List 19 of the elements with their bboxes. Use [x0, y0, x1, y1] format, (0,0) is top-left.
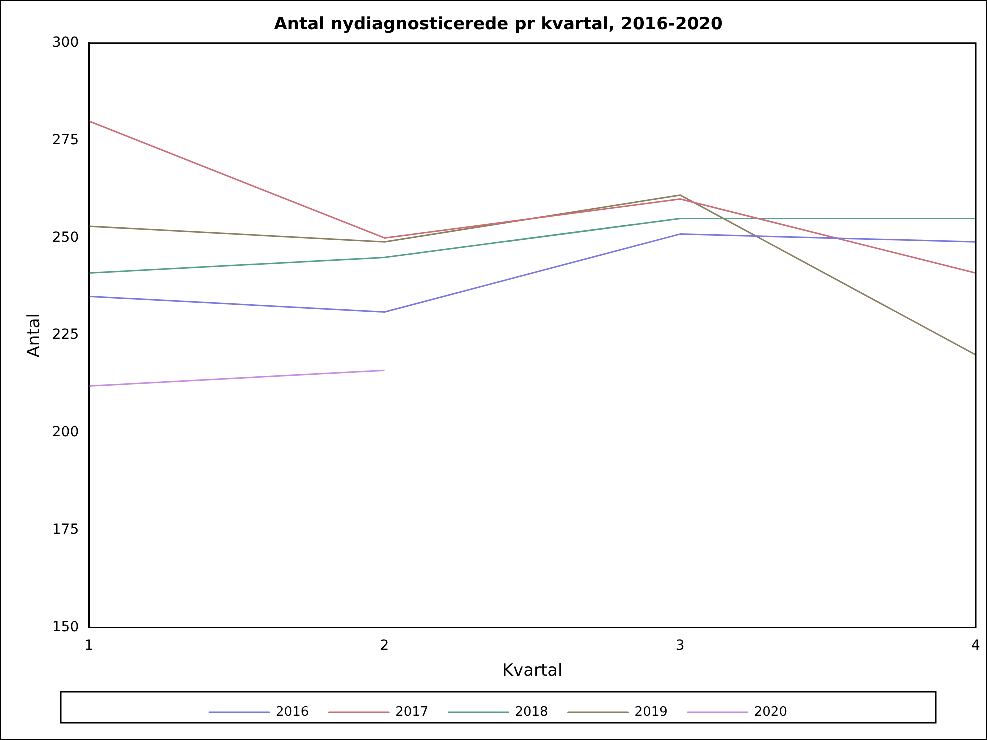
chart-title: Antal nydiagnosticerede pr kvartal, 2016-2020: [274, 14, 723, 35]
y-tick-label: 175: [52, 522, 80, 538]
x-tick-label: 1: [84, 638, 94, 654]
y-tick-label: 275: [52, 132, 80, 148]
y-tick-label: 150: [52, 619, 80, 636]
legend-label: 2019: [634, 704, 668, 720]
y-axis-title: Antal: [24, 313, 45, 358]
x-tick-label: 3: [676, 638, 685, 654]
y-tick-label: 200: [52, 424, 80, 441]
legend-label: 2017: [396, 704, 429, 720]
y-tick-label: 250: [52, 230, 80, 246]
legend-label: 2018: [515, 704, 548, 720]
x-tick-label: 4: [972, 638, 981, 654]
y-tick-label: 300: [52, 35, 80, 52]
x-axis-title: Kvartal: [502, 661, 563, 682]
x-tick-label: 2: [380, 638, 390, 654]
legend-label: 2016: [276, 704, 310, 720]
legend-label: 2020: [754, 704, 788, 720]
y-tick-label: 225: [52, 327, 80, 344]
